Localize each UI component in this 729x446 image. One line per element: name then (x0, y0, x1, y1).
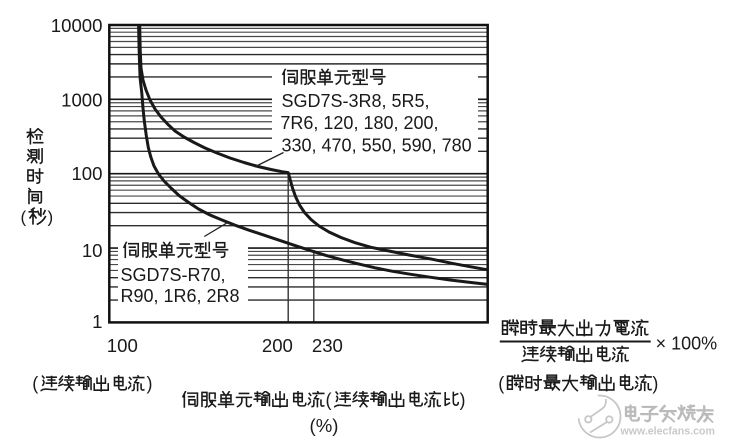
svg-text:): ) (48, 207, 54, 226)
svg-text:330, 470, 550, 590, 780: 330, 470, 550, 590, 780 (282, 135, 472, 155)
svg-text:SGD7S-R70,: SGD7S-R70, (121, 265, 226, 285)
svg-text:1000: 1000 (61, 89, 102, 110)
svg-text:R90, 1R6, 2R8: R90, 1R6, 2R8 (121, 286, 240, 306)
svg-text:): ) (147, 374, 153, 394)
svg-text:(: ( (32, 374, 38, 394)
svg-text:(: ( (21, 207, 27, 226)
svg-text:10000: 10000 (51, 15, 103, 36)
svg-text:SGD7S-3R8, 5R5,: SGD7S-3R8, 5R5, (282, 91, 430, 111)
svg-text:(: ( (326, 390, 332, 410)
svg-text:): ) (652, 373, 658, 393)
svg-text:10: 10 (82, 240, 103, 261)
svg-text:www.elecfans.com: www.elecfans.com (620, 426, 715, 438)
svg-text:(%): (%) (310, 415, 339, 436)
svg-text:7R6, 120, 180, 200,: 7R6, 120, 180, 200, (280, 113, 438, 133)
svg-text:230: 230 (312, 335, 343, 356)
svg-text:100: 100 (107, 335, 138, 356)
svg-text:1: 1 (92, 311, 102, 332)
svg-text:): ) (460, 390, 466, 410)
svg-text:100: 100 (71, 163, 102, 184)
svg-text:200: 200 (262, 335, 293, 356)
svg-text:× 100%: × 100% (656, 333, 718, 353)
svg-text:(: ( (498, 373, 504, 393)
